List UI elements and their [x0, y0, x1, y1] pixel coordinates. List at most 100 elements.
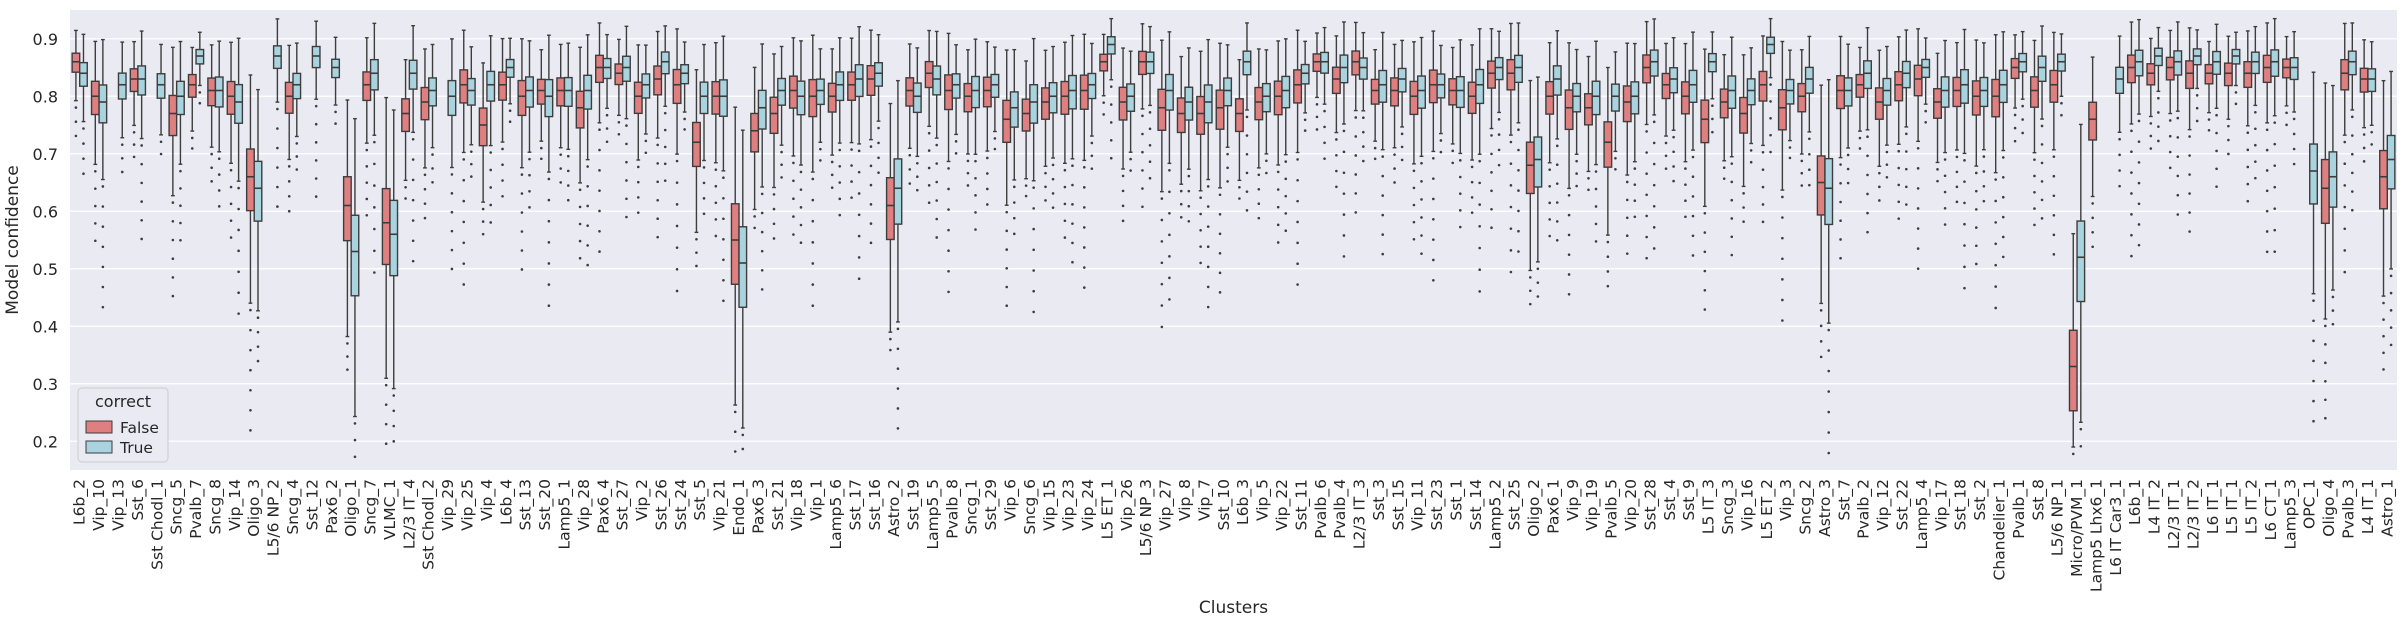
- outlier-point: [1420, 161, 1423, 165]
- outlier-point: [838, 181, 842, 184]
- x-tick-label: Pvalb_6: [1312, 479, 1331, 539]
- box-false: [2010, 34, 2020, 143]
- box-iqr: [653, 65, 663, 96]
- outlier-point: [1594, 222, 1598, 226]
- outlier-point: [256, 330, 260, 334]
- outlier-point: [1897, 217, 1901, 220]
- x-tick-label: L5 IT_3: [1700, 479, 1719, 534]
- outlier-point: [2273, 207, 2277, 210]
- outlier-point: [1296, 199, 1299, 203]
- outlier-point: [869, 222, 873, 225]
- outlier-point: [1866, 230, 1869, 234]
- box-iqr: [1293, 69, 1303, 104]
- outlier-point: [625, 160, 628, 164]
- outlier-point: [1664, 154, 1668, 158]
- outlier-point: [722, 278, 725, 282]
- outlier-point: [1878, 185, 1881, 189]
- outlier-point: [598, 169, 601, 172]
- box-true: [292, 42, 302, 171]
- outlier-point: [1342, 213, 1346, 216]
- box-true: [2212, 23, 2222, 188]
- box-iqr: [2010, 57, 2020, 80]
- outlier-point: [877, 156, 880, 160]
- box-true: [486, 35, 496, 224]
- box-false: [769, 53, 779, 240]
- box-iqr: [1273, 80, 1283, 116]
- outlier-point: [2188, 192, 2191, 195]
- box-false: [478, 62, 488, 236]
- x-tick-label: Vip_25: [459, 479, 478, 531]
- outlier-point: [120, 170, 124, 174]
- box-iqr: [1746, 78, 1756, 106]
- box-iqr: [2115, 66, 2125, 95]
- outlier-point: [702, 181, 706, 185]
- box-iqr: [1448, 78, 1458, 106]
- box-true: [1184, 47, 1194, 223]
- outlier-point: [450, 267, 454, 271]
- box-true: [1320, 26, 1330, 160]
- outlier-point: [1012, 185, 1016, 189]
- outlier-point: [830, 173, 834, 177]
- box-true: [854, 26, 864, 281]
- outlier-point: [2265, 209, 2269, 213]
- box-iqr: [78, 61, 88, 87]
- x-tick-label: Pvalb_3: [2340, 479, 2359, 539]
- box-true: [951, 44, 961, 155]
- outlier-point: [1625, 252, 1629, 255]
- outlier-point: [520, 173, 524, 176]
- box-iqr: [175, 80, 185, 116]
- outlier-point: [1238, 197, 1241, 200]
- x-tick-label: Pax6_2: [323, 479, 342, 534]
- box-iqr: [2173, 50, 2183, 76]
- outlier-point: [1788, 156, 1792, 160]
- outlier-point: [1497, 163, 1501, 167]
- outlier-point: [935, 143, 939, 147]
- outlier-point: [1206, 285, 1210, 289]
- outlier-point: [256, 359, 260, 363]
- outlier-point: [2176, 155, 2180, 158]
- box-false: [1874, 49, 1884, 202]
- outlier-point: [2343, 227, 2347, 231]
- x-tick-label: Sst_8: [2029, 479, 2048, 521]
- outlier-point: [2265, 148, 2269, 152]
- outlier-point: [1943, 223, 1947, 226]
- box-true: [1591, 40, 1601, 243]
- box-false: [536, 49, 546, 161]
- x-tick-label: Vip_17: [1932, 479, 1951, 531]
- box-iqr: [1106, 36, 1116, 55]
- outlier-point: [101, 305, 105, 309]
- box-iqr: [1513, 54, 1523, 84]
- outlier-point: [927, 149, 931, 152]
- box-true: [815, 48, 825, 162]
- outlier-point: [850, 148, 853, 151]
- outlier-point: [1808, 168, 1811, 172]
- outlier-point: [772, 222, 776, 226]
- box-iqr: [1164, 73, 1174, 111]
- outlier-point: [198, 101, 202, 105]
- outlier-point: [229, 168, 233, 172]
- outlier-point: [2157, 111, 2160, 114]
- outlier-point: [1781, 236, 1784, 240]
- box-iqr: [680, 64, 690, 85]
- outlier-point: [431, 180, 434, 184]
- box-true: [1998, 31, 2008, 259]
- outlier-point: [974, 176, 977, 180]
- outlier-point: [617, 120, 621, 124]
- box-true: [505, 37, 515, 124]
- outlier-point: [1071, 241, 1074, 245]
- box-true: [2289, 30, 2299, 166]
- outlier-point: [1490, 189, 1493, 193]
- x-tick-label: Sst_9: [1680, 479, 1699, 521]
- outlier-point: [373, 162, 376, 166]
- outlier-point: [2130, 150, 2133, 154]
- box-false: [730, 106, 740, 453]
- outlier-point: [171, 294, 175, 298]
- outlier-point: [2389, 343, 2393, 347]
- x-tick-label: Vip_21: [711, 479, 730, 531]
- outlier-point: [1284, 194, 1288, 198]
- outlier-point: [276, 205, 279, 208]
- outlier-point: [74, 120, 78, 124]
- outlier-point: [986, 156, 989, 160]
- outlier-point: [1672, 150, 1675, 154]
